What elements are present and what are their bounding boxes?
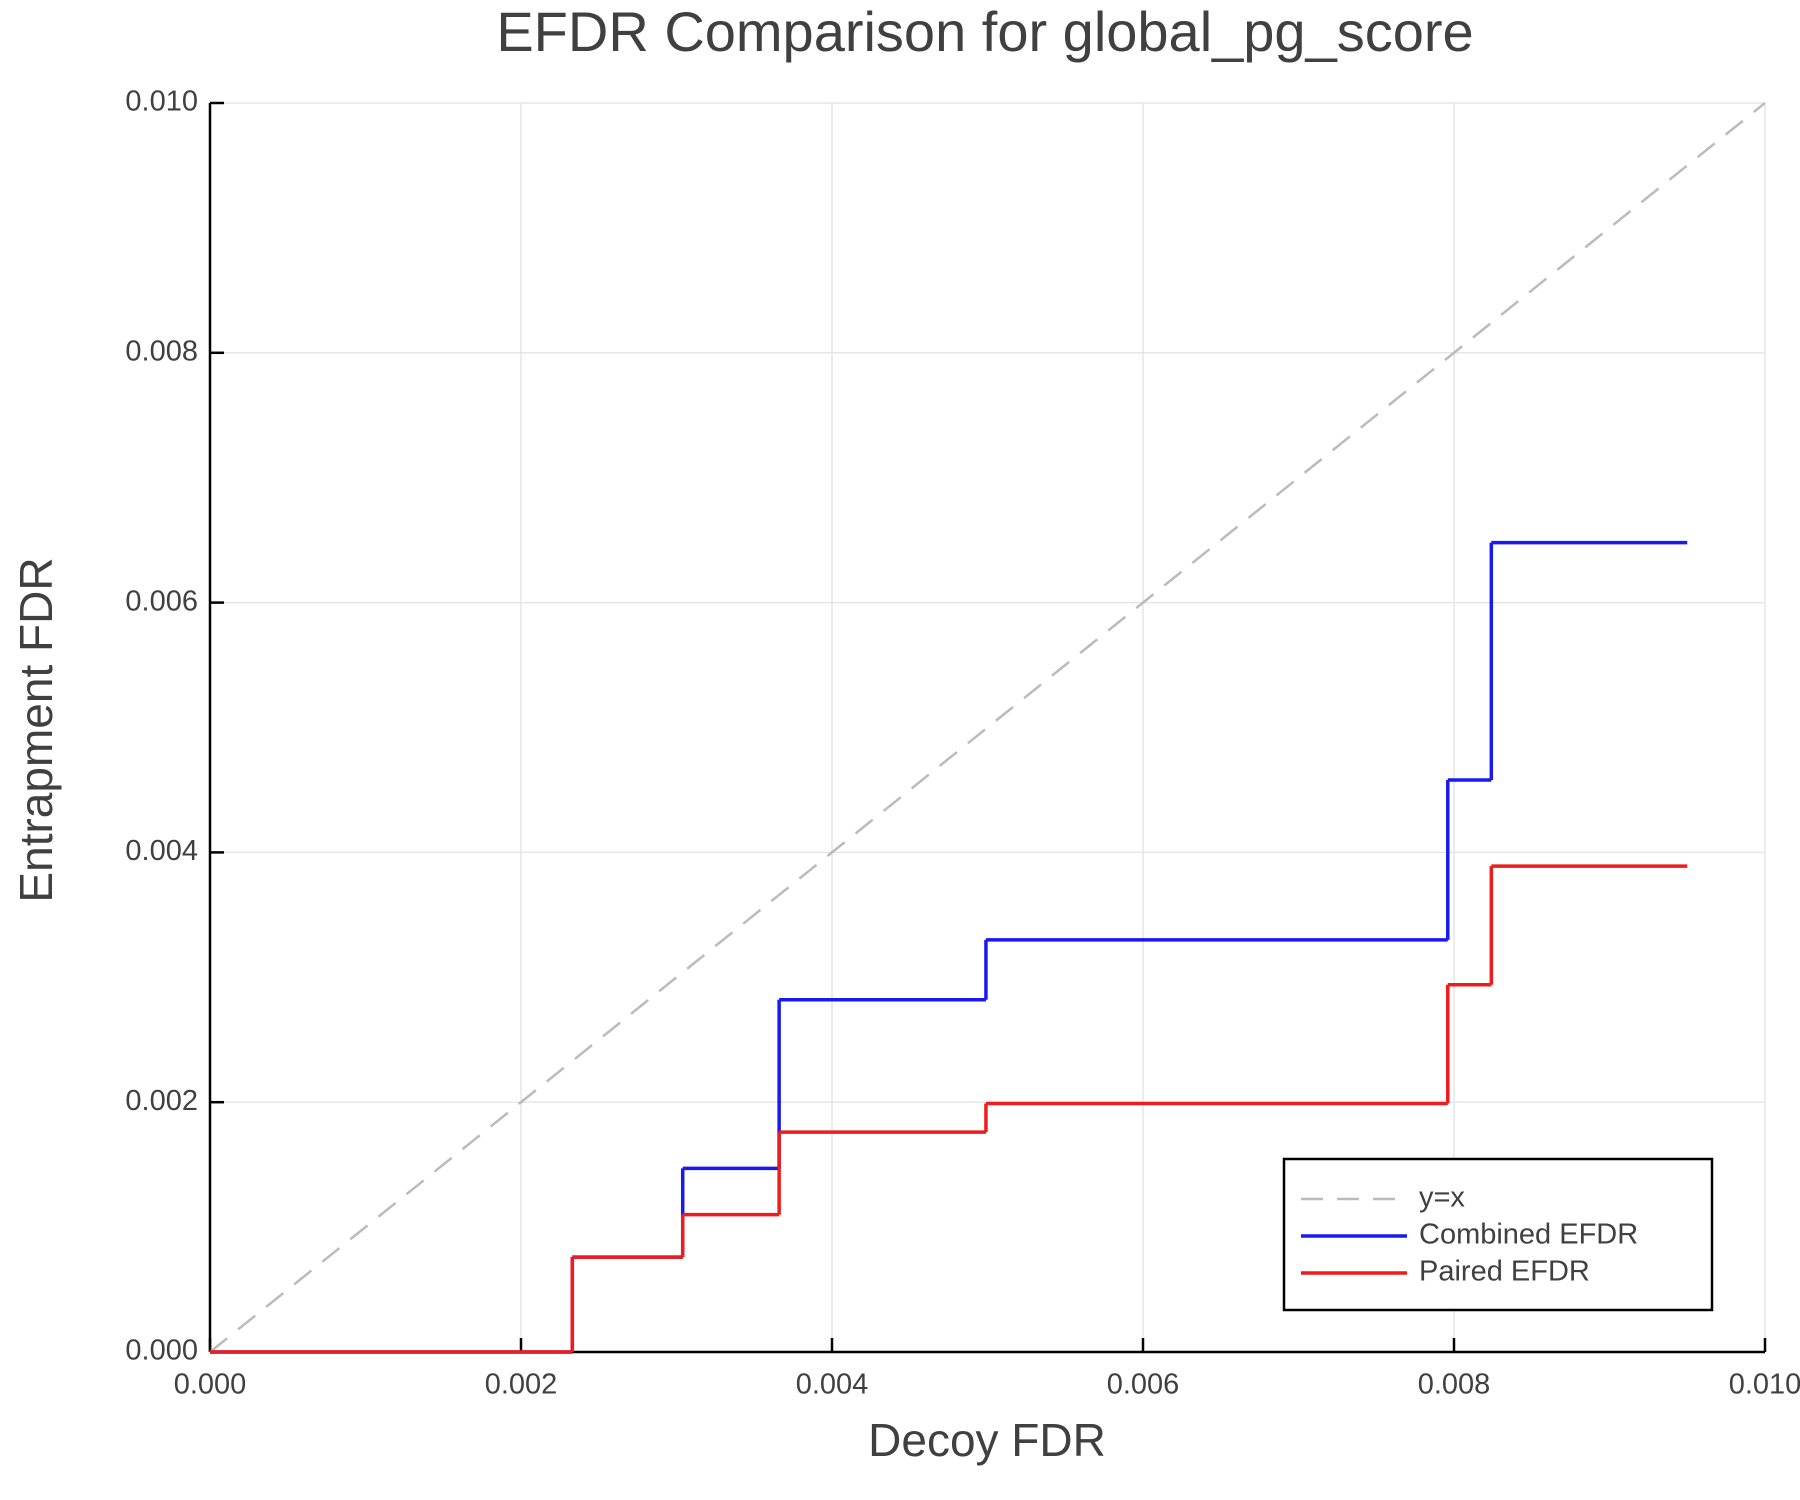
y-tick-label: 0.000 [125, 1335, 198, 1367]
legend: y=x Combined EFDR Paired EFDR [1282, 1157, 1714, 1312]
y-tick-label: 0.002 [125, 1085, 198, 1117]
x-tick-label: 0.004 [796, 1369, 869, 1401]
x-axis-label: Decoy FDR [868, 1414, 1106, 1466]
chart-title: EFDR Comparison for global_pg_score [496, 0, 1473, 63]
x-tick-label: 0.000 [174, 1369, 247, 1401]
x-tick-label: 0.002 [485, 1369, 558, 1401]
y-tick-label: 0.006 [125, 585, 198, 617]
legend-label: y=x [1419, 1182, 1465, 1214]
y-tick-label: 0.008 [125, 335, 198, 367]
legend-label: Combined EFDR [1419, 1219, 1638, 1251]
y-tick-label: 0.010 [125, 86, 198, 118]
y-axis-label: Entrapment FDR [10, 557, 62, 902]
x-tick-label: 0.006 [1107, 1369, 1180, 1401]
legend-label: Paired EFDR [1419, 1256, 1590, 1288]
x-tick-label: 0.010 [1729, 1369, 1800, 1401]
reference-line [209, 102, 1766, 1353]
y-tick-label: 0.004 [125, 835, 198, 867]
x-tick-label: 0.008 [1418, 1369, 1491, 1401]
